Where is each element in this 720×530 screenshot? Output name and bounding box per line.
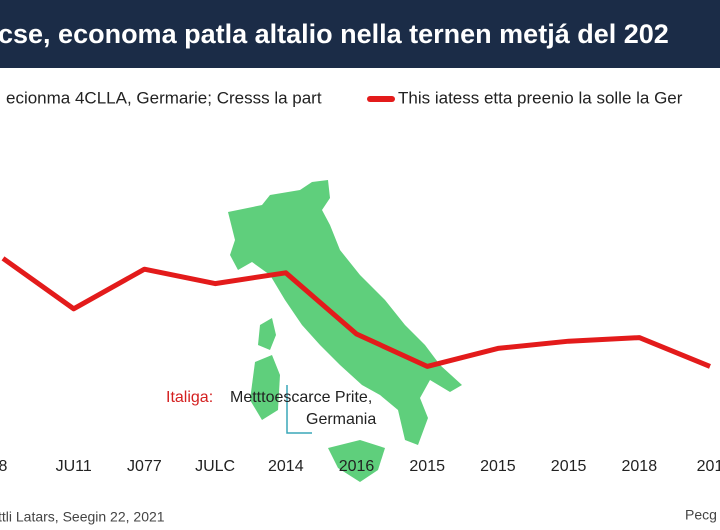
map-sicily bbox=[328, 440, 385, 482]
x-tick-label: 2014 bbox=[268, 458, 304, 475]
map-mainland bbox=[228, 180, 462, 445]
chart-title: cse, economa patla altalio nella ternen … bbox=[0, 19, 669, 49]
x-tick-label: 2018 bbox=[622, 458, 658, 475]
x-tick-label: JU11 bbox=[56, 458, 92, 475]
x-tick-label: 2016 bbox=[339, 458, 375, 475]
x-tick-label: 8 bbox=[0, 458, 8, 475]
x-tick-label: 2015 bbox=[480, 458, 516, 475]
data-line bbox=[1, 256, 711, 369]
annotation-label: Italiga: bbox=[166, 389, 213, 406]
x-tick-label: JULC bbox=[195, 458, 235, 475]
chart-subtitle: ecionma 4CLLA, Germarie; Cresss la part bbox=[6, 88, 322, 107]
x-tick-label: 2015 bbox=[551, 458, 587, 475]
source-right: Pecg bbox=[685, 507, 717, 523]
x-tick-label: 201 bbox=[697, 458, 720, 475]
annotation-text: Metttoescarce Prite, bbox=[230, 389, 372, 406]
map-sardinia bbox=[250, 355, 280, 420]
annotation-leader bbox=[286, 385, 312, 434]
x-tick-label: 2015 bbox=[409, 458, 445, 475]
annotation-text: Germania bbox=[306, 411, 376, 428]
title-bar bbox=[0, 0, 720, 68]
x-tick-label: J077 bbox=[127, 458, 162, 475]
legend-label: This iatess etta preenio la solle la Ger bbox=[398, 88, 683, 107]
map-italy bbox=[228, 180, 462, 482]
source: ttli Latars, Seegin 22, 2021 bbox=[0, 509, 165, 525]
map-corsica bbox=[258, 318, 276, 350]
